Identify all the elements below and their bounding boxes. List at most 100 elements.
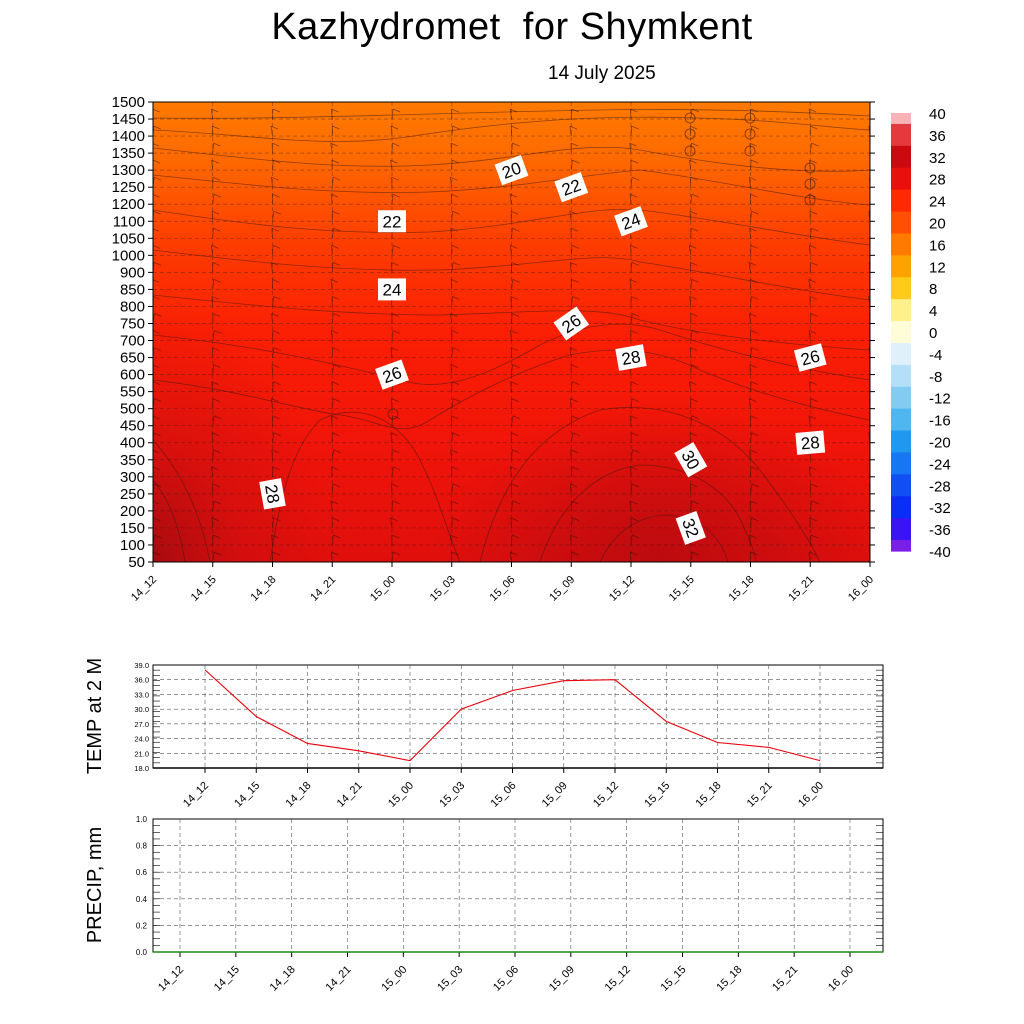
time-tick-label: 14_12	[129, 574, 159, 604]
contour-label: 20	[494, 155, 529, 186]
pressure-tick-label: 900	[120, 264, 145, 281]
colorbar-swatch	[891, 375, 911, 388]
wind-barb-feather	[512, 227, 520, 232]
colorbar: 4036322824201612840-4-8-12-16-20-24-28-3…	[891, 106, 951, 561]
wind-barb-feather	[810, 125, 818, 130]
contour-label: 26	[375, 359, 409, 390]
temp-x-tick-label: 14_18	[284, 780, 314, 810]
wind-barb-feather	[630, 244, 638, 249]
wind-barb-feather	[691, 330, 700, 334]
wind-barb-feather	[750, 244, 759, 249]
wind-barb-feather	[392, 108, 401, 113]
wind-barb-feather	[750, 381, 759, 385]
precip-x-tick-label: 15_15	[659, 964, 689, 994]
wind-barb-feather	[452, 296, 460, 300]
wind-barb-feather	[571, 500, 579, 505]
wind-barb-feather	[153, 483, 162, 488]
wind-barb-feather	[570, 449, 578, 454]
wind-barb-feather	[332, 262, 340, 266]
contour-label-text: 28	[620, 347, 642, 369]
temp-x-tick-label: 15_21	[745, 780, 775, 810]
wind-barb-shaft	[750, 296, 752, 307]
wind-barb-feather	[631, 432, 639, 437]
wind-barb-feather	[451, 244, 460, 249]
colorbar-swatch	[891, 310, 911, 322]
wind-barb-feather	[629, 415, 638, 420]
wind-barb-feather	[690, 125, 698, 130]
colorbar-swatch	[891, 364, 911, 377]
wind-barb-feather	[330, 415, 339, 420]
wind-barb-feather	[870, 501, 877, 504]
wind-barb-feather	[213, 500, 221, 505]
wind-barb-shaft	[749, 449, 751, 460]
precip-y-ticks: 0.0 0.2 0.4 0.6 0.8 1.0	[136, 815, 148, 957]
pressure-tick-label: 1500	[112, 94, 145, 111]
colorbar-label: 8	[929, 281, 937, 298]
temp-y-axis-label: TEMP at 2 M	[84, 658, 106, 774]
temp-tick-label: 36.0	[134, 676, 149, 685]
time-tick-label: 16_00	[846, 574, 876, 604]
wind-barb-feather	[450, 176, 458, 181]
wind-barb-feather	[751, 210, 759, 215]
wind-barb-feather	[750, 108, 758, 113]
colorbar-swatch	[891, 233, 911, 245]
pressure-tick-label: 1400	[112, 128, 145, 145]
precip-x-tick-label: 15_06	[491, 964, 521, 994]
wind-barb-shaft	[748, 398, 751, 409]
colorbar-label: 12	[929, 259, 946, 276]
colorbar-swatch	[891, 463, 911, 475]
wind-barb-feather	[332, 483, 340, 488]
wind-barb-feather	[153, 517, 161, 522]
wind-barb-feather	[689, 210, 698, 215]
warm-core-region	[430, 400, 870, 562]
pressure-tick-label: 1100	[113, 213, 145, 230]
time-tick-label: 15_21	[786, 574, 816, 604]
wind-barb-feather	[153, 551, 160, 556]
colorbar-label: -28	[929, 478, 951, 495]
wind-barb-feather	[213, 415, 222, 420]
warm-corner-region	[153, 300, 333, 562]
wind-barb-shaft	[272, 211, 275, 222]
wind-barb-feather	[512, 142, 520, 147]
pressure-tick-label: 500	[120, 401, 145, 418]
wind-barb-feather	[571, 415, 579, 420]
wind-barb-feather	[452, 432, 460, 437]
wind-barb-feather	[272, 108, 281, 113]
wind-barb-feather	[512, 449, 520, 454]
wind-barb-feather	[212, 125, 220, 130]
colorbar-swatch	[891, 123, 911, 136]
wind-barb-shaft	[748, 177, 751, 188]
colorbar-swatch	[891, 474, 911, 486]
wind-barb-feather	[212, 176, 221, 181]
wind-barb-feather	[450, 279, 459, 283]
temp-x-tick-label: 15_06	[489, 780, 519, 810]
wind-barb-feather	[632, 534, 640, 539]
precip-x-tick-label: 15_00	[379, 964, 409, 994]
wind-barb-feather	[808, 415, 817, 420]
colorbar-swatch	[891, 189, 911, 202]
wind-barb-feather	[691, 415, 699, 420]
wind-barb-feather	[871, 331, 878, 334]
colorbar-label: 24	[929, 194, 946, 211]
wind-barb-shaft	[390, 126, 393, 137]
pressure-tick-label: 1450	[112, 111, 145, 128]
wind-barb-shaft	[569, 398, 572, 409]
temp-x-tick-label: 16_00	[796, 780, 826, 810]
wind-barb-feather	[392, 415, 400, 420]
wind-barb-feather	[810, 398, 818, 403]
colorbar-swatch	[891, 540, 911, 552]
wind-barb-shaft	[451, 211, 453, 222]
colorbar-label: -40	[929, 544, 951, 561]
wind-barb-shaft	[570, 517, 573, 528]
temp-2m-panel: 18.021.024.027.030.033.036.039.0 14_12 14…	[84, 658, 884, 810]
contour-label-box	[375, 359, 409, 390]
wind-barb-feather	[391, 483, 399, 488]
wind-barb-feather	[869, 228, 870, 229]
pressure-tick-label: 200	[120, 503, 145, 520]
wind-barb-feather	[273, 159, 281, 164]
wind-barb-shaft	[450, 364, 453, 375]
isotherm-contours	[153, 109, 870, 562]
wind-barb-feather	[750, 193, 758, 198]
colorbar-label: 0	[929, 325, 937, 342]
contour-label-box	[795, 430, 826, 455]
